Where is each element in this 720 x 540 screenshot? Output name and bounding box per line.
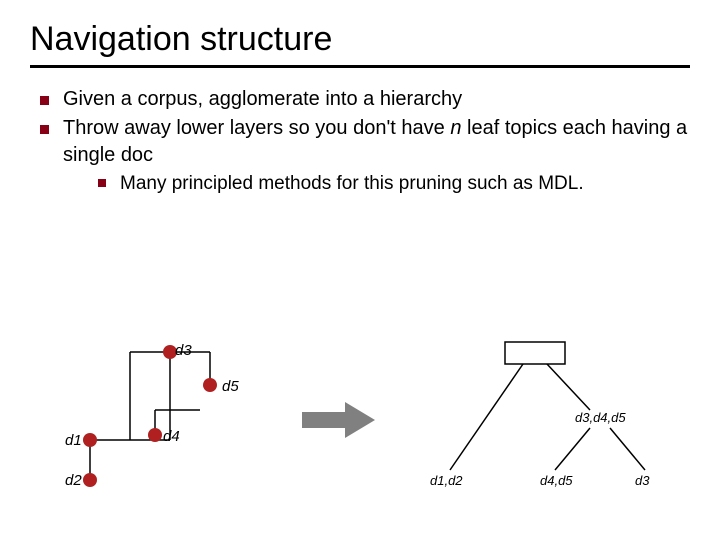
tree-label-leaf-right: d3 xyxy=(635,473,649,488)
bullet-1-text: Given a corpus, agglomerate into a hiera… xyxy=(63,86,462,113)
square-bullet-icon xyxy=(40,96,49,105)
bullet-2-a: Throw away lower layers so you don't hav… xyxy=(63,117,450,139)
bullet-1: Given a corpus, agglomerate into a hiera… xyxy=(40,86,690,113)
cluster-diagram xyxy=(60,340,260,510)
title-rule xyxy=(30,65,690,68)
sub-bullet-text: Many principled methods for this pruning… xyxy=(120,171,584,197)
square-bullet-icon xyxy=(98,179,106,187)
sub-bullet-1: Many principled methods for this pruning… xyxy=(98,171,690,197)
bullet-2-n: n xyxy=(450,117,461,139)
sub-bullets: Many principled methods for this pruning… xyxy=(98,171,690,197)
tree-label-leaf-left: d1,d2 xyxy=(430,473,463,488)
bullet-2-text: Throw away lower layers so you don't hav… xyxy=(63,115,690,169)
arrow-icon xyxy=(300,400,380,440)
cluster-label-d3: d3 xyxy=(175,342,192,359)
cluster-label-d5: d5 xyxy=(222,378,239,395)
tree-label-root-right: d3,d4,d5 xyxy=(575,410,626,425)
bullet-2: Throw away lower layers so you don't hav… xyxy=(40,115,690,169)
slide-title: Navigation structure xyxy=(30,20,690,59)
square-bullet-icon xyxy=(40,125,49,134)
cluster-label-d4: d4 xyxy=(163,428,180,445)
cluster-label-d1: d1 xyxy=(65,432,82,449)
content-area: Given a corpus, agglomerate into a hiera… xyxy=(30,86,690,197)
tree-label-leaf-mid: d4,d5 xyxy=(540,473,573,488)
diagram-area: d3 d5 d1 d2 d4 d3,d4,d5 d1,d2 d4,d5 d3 xyxy=(0,340,720,540)
title-block: Navigation structure xyxy=(30,20,690,68)
cluster-label-d2: d2 xyxy=(65,472,82,489)
